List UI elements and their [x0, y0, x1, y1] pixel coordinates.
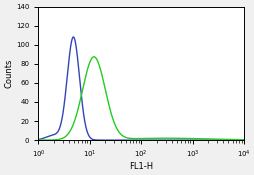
X-axis label: FL1-H: FL1-H — [129, 162, 153, 171]
Y-axis label: Counts: Counts — [4, 59, 13, 88]
